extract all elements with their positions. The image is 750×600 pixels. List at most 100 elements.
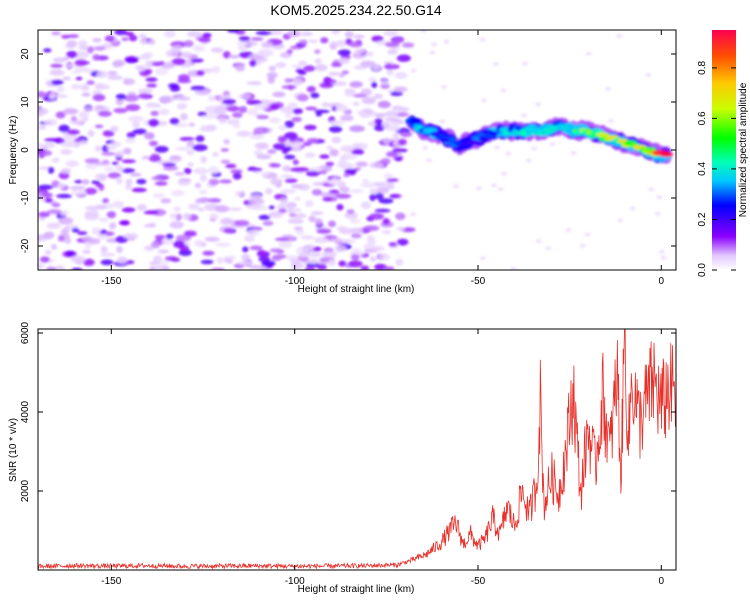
noise-blob [491,183,497,188]
noise-blob [220,217,233,226]
noise-blob [49,69,65,76]
noise-blob [123,232,139,240]
noise-blob [328,220,336,228]
colorbar-ticks: 0.0 0.2 0.4 0.6 0.8 [697,61,736,277]
noise-blob [397,138,407,146]
noise-blob [132,121,140,129]
noise-blob [199,125,213,132]
noise-blob [304,266,315,270]
noise-blob [329,120,344,126]
noise-blob [121,159,136,164]
noise-blob [58,217,74,225]
noise-blob [327,258,336,267]
noise-blob [183,40,194,48]
noise-blob [188,122,196,127]
noise-blob [660,255,667,260]
noise-blob [50,63,63,68]
noise-blob [395,112,409,117]
noise-blob [241,253,251,261]
noise-blob [258,50,271,58]
noise-blob [386,151,398,158]
noise-blob [305,106,318,111]
noise-blob [270,163,281,168]
noise-blob [201,115,217,119]
noise-blob [165,233,174,240]
noise-blob [373,123,386,132]
noise-blob [136,204,147,211]
noise-blob [297,93,309,102]
noise-blob [254,104,269,110]
noise-blob [43,231,55,239]
noise-blob [104,35,115,42]
noise-blob [94,83,106,90]
noise-blob [112,200,125,209]
noise-blob [304,200,314,208]
noise-blob [397,238,409,246]
noise-blob [310,211,324,216]
noise-blob [132,128,147,135]
colorbar-tick-label: 0.8 [697,61,708,75]
snr-y-tick-label: 6000 [20,321,31,344]
noise-blob [125,57,139,64]
noise-blob [313,236,329,244]
noise-blob [200,155,208,164]
noise-blob [66,40,78,48]
noise-blob [279,107,292,113]
noise-blob [82,236,93,243]
noise-blob [197,111,208,117]
noise-blob [360,265,370,270]
noise-blob [143,210,160,215]
noise-blob [144,132,155,140]
noise-blob [331,136,342,144]
snr-x-label: Height of straight line (km) [298,584,415,595]
snr-x-tick-label: -50 [471,576,486,587]
noise-blob [121,37,129,42]
noise-blob [145,102,157,108]
heatmap-y-tick-label: 0 [20,147,31,153]
noise-blob [227,30,240,33]
noise-blob [268,211,283,219]
noise-blob [380,158,391,165]
noise-blob [287,30,301,38]
noise-blob [336,204,344,211]
heatmap-y-label: Frequency (Hz) [8,116,19,185]
noise-blob [200,259,214,265]
noise-blob [160,95,175,103]
noise-blob [81,117,89,122]
noise-blob [109,222,117,230]
noise-blob [210,47,224,53]
noise-blob [180,51,193,58]
noise-blob [250,37,264,41]
noise-blob [138,33,147,39]
noise-blob [352,101,360,106]
noise-blob [236,40,248,46]
signal-blob [489,129,499,136]
noise-blob [396,226,406,231]
noise-blob [41,192,54,198]
noise-blob [74,60,91,65]
noise-blob [382,121,391,129]
noise-blob [57,182,66,189]
noise-blob [214,107,227,115]
noise-blob [62,76,71,81]
noise-blob [176,103,188,110]
noise-blob [338,260,347,267]
noise-blob [374,192,384,200]
noise-blob [361,143,368,150]
noise-blob [383,173,394,179]
noise-blob [175,234,192,242]
noise-blob [320,83,334,88]
noise-blob [346,209,355,215]
noise-blob [223,138,230,145]
noise-blob [479,37,486,42]
noise-blob [63,108,79,115]
noise-blob [303,141,312,146]
noise-blob [145,77,158,82]
noise-blob [169,118,180,125]
noise-blob [186,31,202,38]
noise-blob [336,40,348,47]
noise-blob [58,235,65,242]
noise-blob [525,158,532,163]
noise-blob [123,147,132,155]
